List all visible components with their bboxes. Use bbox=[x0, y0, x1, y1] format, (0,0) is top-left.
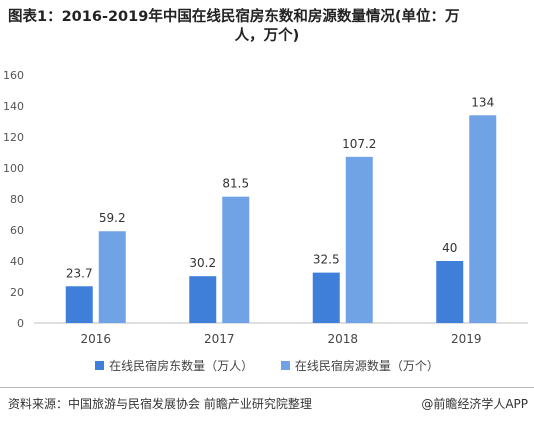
data-label: 59.2 bbox=[99, 211, 126, 225]
bar-listings-2016 bbox=[98, 231, 126, 323]
bars: 23.7 59.2 30.2 81.5 32.5 107.2 40 134 bbox=[65, 95, 497, 323]
y-tick-label: 0 bbox=[17, 317, 24, 330]
legend-swatch-hosts bbox=[95, 361, 105, 370]
legend-swatch-listings bbox=[280, 361, 290, 370]
legend: 在线民宿房东数量（万人） 在线民宿房源数量（万个） bbox=[0, 357, 534, 374]
y-tick-label: 140 bbox=[3, 100, 24, 113]
data-label: 81.5 bbox=[222, 177, 249, 191]
data-label: 30.2 bbox=[189, 256, 216, 270]
x-tick-label: 2019 bbox=[451, 332, 482, 346]
source-note: 资料来源：中国旅游与民宿发展协会 前瞻产业研究院整理 bbox=[8, 397, 312, 411]
chart-title: 图表1：2016-2019年中国在线民宿房东数和房源数量情况(单位：万 人，万个… bbox=[8, 8, 526, 46]
legend-label-listings: 在线民宿房源数量（万个） bbox=[294, 359, 439, 373]
x-tick-label: 2016 bbox=[80, 332, 111, 346]
y-tick-label: 20 bbox=[10, 286, 24, 299]
x-axis: 2016 2017 2018 2019 bbox=[80, 332, 481, 346]
y-tick-label: 60 bbox=[10, 224, 24, 237]
bar-chart: 0 20 40 60 80 100 120 140 160 23.7 59.2 30.2 81.5 32… bbox=[3, 69, 528, 346]
y-tick-label: 100 bbox=[3, 162, 24, 175]
y-tick-label: 80 bbox=[10, 193, 24, 206]
data-label: 107.2 bbox=[342, 137, 376, 151]
data-label: 134 bbox=[471, 95, 494, 109]
chart-title-line1: 图表1：2016-2019年中国在线民宿房东数和房源数量情况(单位：万 bbox=[8, 9, 460, 25]
legend-item-hosts: 在线民宿房东数量（万人） bbox=[95, 357, 253, 374]
bar-hosts-2017 bbox=[189, 276, 217, 323]
bar-hosts-2018 bbox=[312, 272, 340, 323]
y-tick-label: 120 bbox=[3, 131, 24, 144]
bar-listings-2017 bbox=[222, 196, 250, 323]
y-tick-label: 160 bbox=[3, 69, 24, 82]
bar-listings-2018 bbox=[345, 156, 373, 323]
bar-hosts-2016 bbox=[65, 286, 93, 323]
y-axis: 0 20 40 60 80 100 120 140 160 bbox=[3, 69, 24, 330]
bar-listings-2019 bbox=[469, 115, 497, 323]
footer-divider bbox=[0, 387, 534, 388]
bar-hosts-2019 bbox=[436, 261, 464, 323]
chart-title-line2: 人，万个) bbox=[234, 28, 300, 44]
data-label: 40 bbox=[442, 241, 457, 255]
data-label: 32.5 bbox=[313, 253, 340, 267]
data-label: 23.7 bbox=[66, 266, 93, 280]
legend-item-listings: 在线民宿房源数量（万个） bbox=[280, 357, 439, 374]
x-tick-label: 2018 bbox=[327, 332, 358, 346]
y-tick-label: 40 bbox=[10, 255, 24, 268]
x-tick-label: 2017 bbox=[204, 332, 235, 346]
legend-label-hosts: 在线民宿房东数量（万人） bbox=[109, 359, 254, 373]
brand-credit: @前瞻经济学人APP bbox=[421, 397, 528, 411]
